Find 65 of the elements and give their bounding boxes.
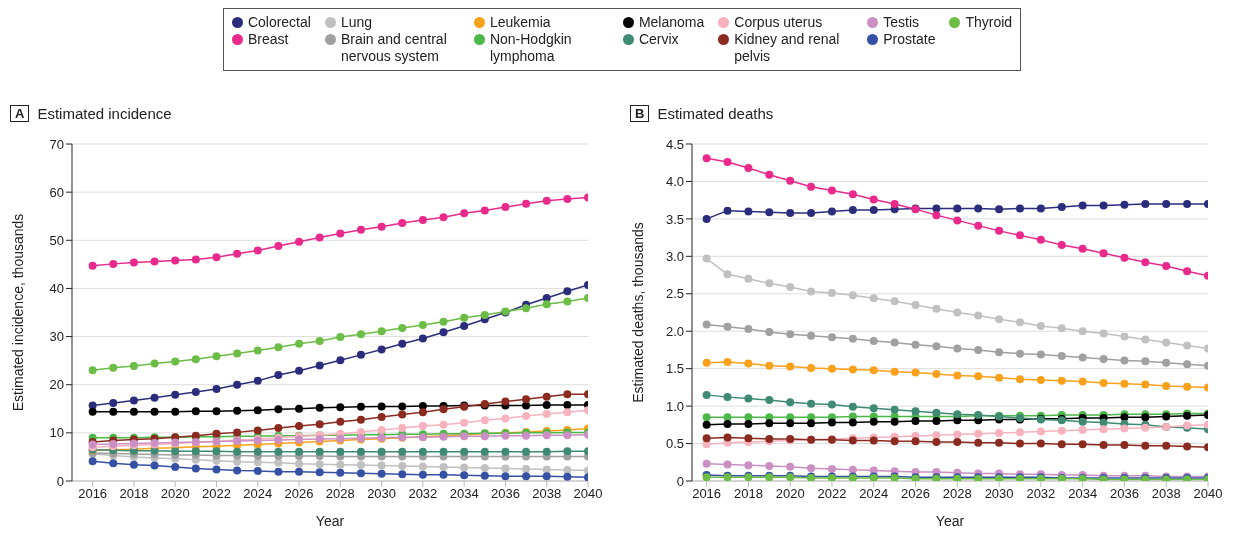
x-tick-label: 2026 (901, 486, 930, 502)
y-tick-label: 3.5 (665, 211, 684, 227)
x-tick-label: 2032 (1026, 486, 1056, 502)
legend-label: Corpus uterus (734, 14, 823, 31)
legend-label: Melanoma (638, 14, 705, 31)
x-tick-label: 2034 (1068, 486, 1098, 502)
x-tick-label: 2040 (1193, 486, 1223, 502)
x-tick-label: 2040 (573, 486, 603, 502)
x-tick-label: 2022 (202, 486, 231, 502)
y-tick-label: 0 (676, 473, 684, 489)
legend-label: Prostate (883, 31, 936, 48)
x-tick-label: 2022 (817, 486, 847, 502)
y-axis-title: Estimated incidence, thousands (9, 213, 26, 412)
chart-title: Estimated deaths (657, 104, 774, 122)
x-tick-label: 2030 (984, 486, 1014, 502)
x-tick-label: 2020 (775, 486, 805, 502)
x-tick-label: 2026 (284, 486, 314, 502)
y-tick-label: 70 (49, 136, 64, 152)
y-tick-label: 1.0 (665, 398, 684, 414)
legend-label: Brain and central nervous system (340, 31, 448, 65)
x-tick-label: 2030 (367, 486, 397, 502)
legend-label: Colorectal (247, 14, 311, 31)
x-axis-title: Year (935, 513, 965, 529)
y-tick-label: 10 (49, 425, 64, 441)
text: A (10, 104, 30, 122)
legend-label: Cervix (638, 31, 679, 48)
x-tick-label: 2016 (78, 486, 108, 502)
x-tick-label: 2024 (243, 486, 273, 502)
x-tick-label: 2038 (532, 486, 562, 502)
x-tick-label: 2036 (490, 486, 520, 502)
y-tick-label: 60 (49, 184, 64, 200)
legend-label: Lung (340, 14, 373, 31)
y-tick-label: 0.5 (665, 436, 684, 452)
chart-title: Estimated incidence (37, 104, 172, 122)
x-tick-label: 2034 (449, 486, 479, 502)
x-tick-label: 2038 (1151, 486, 1181, 502)
legend-label: Kidney and renal pelvis (734, 31, 841, 65)
y-axis-title: Estimated deaths, thousands (629, 222, 646, 403)
x-tick-label: 2020 (160, 486, 190, 502)
legend-label: Non-Hodgkin lymphoma (489, 31, 573, 65)
x-tick-label: 2032 (408, 486, 438, 502)
x-tick-label: 2018 (733, 486, 763, 502)
y-tick-label: 40 (49, 281, 64, 297)
legend-label: Leukemia (489, 14, 551, 31)
x-tick-label: 2028 (325, 486, 355, 502)
y-tick-label: 50 (49, 232, 64, 248)
y-tick-label: 30 (49, 329, 64, 345)
legend-label: Testis (883, 14, 920, 31)
legend-label: Breast (247, 31, 289, 48)
x-tick-label: 2028 (942, 486, 972, 502)
x-tick-label: 2024 (859, 486, 889, 502)
x-tick-label: 2016 (692, 486, 722, 502)
legend-label: Thyroid (965, 14, 1013, 31)
y-tick-label: 2.5 (665, 286, 684, 302)
y-tick-label: 2.0 (665, 323, 684, 339)
y-tick-label: 4.5 (665, 136, 684, 152)
x-tick-label: 2036 (1109, 486, 1139, 502)
x-tick-label: 2018 (119, 486, 149, 502)
y-tick-label: 1.5 (665, 361, 684, 377)
x-axis-title: Year (315, 513, 345, 529)
y-tick-label: 20 (49, 377, 64, 393)
y-tick-label: 0 (56, 473, 64, 489)
y-tick-label: 3.0 (665, 248, 684, 264)
y-tick-label: 4.0 (665, 174, 684, 190)
text: B (630, 104, 650, 122)
